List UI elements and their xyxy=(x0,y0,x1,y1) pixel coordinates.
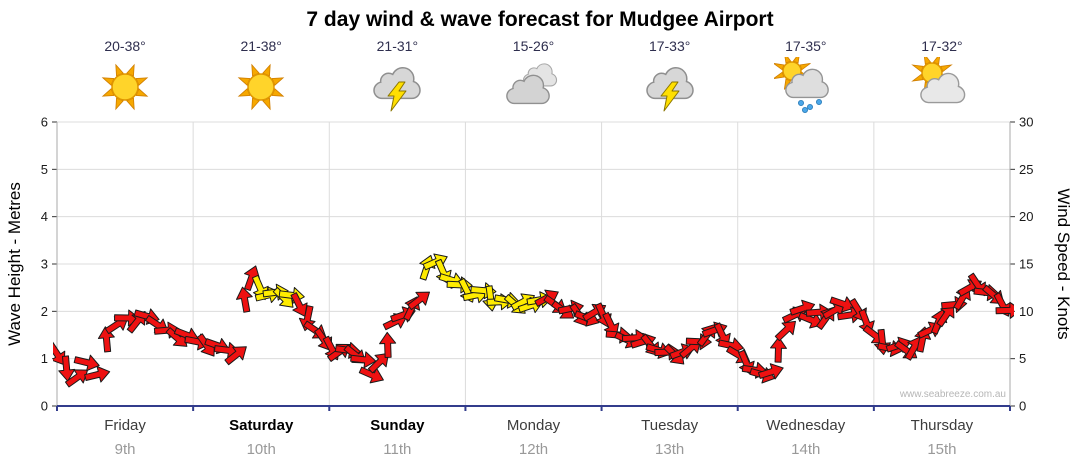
day-name: Thursday xyxy=(910,417,974,434)
wind-arrow xyxy=(379,331,397,359)
temperature-range: 17-33° xyxy=(648,38,691,54)
forecast-day-wednesday: 17-35° xyxy=(738,38,874,115)
weather-icon-sunny xyxy=(237,63,285,111)
day-label-monday: Monday 12th xyxy=(466,417,602,458)
right-axis-tick-label: 10 xyxy=(1019,304,1033,319)
day-name: Saturday xyxy=(229,417,294,434)
weather-icon-storm xyxy=(373,67,422,112)
right-axis-tick-label: 15 xyxy=(1019,257,1033,272)
left-axis-tick-label: 0 xyxy=(41,399,48,414)
left-axis-tick-label: 5 xyxy=(41,162,48,177)
weather-icon-sun-showers xyxy=(773,57,829,114)
left-axis-tick-label: 6 xyxy=(41,115,48,130)
forecast-day-saturday: 21-38° xyxy=(193,38,329,115)
wind-arrow xyxy=(58,355,76,382)
weather-icon-wrap xyxy=(874,57,1010,115)
day-date: 13th xyxy=(655,441,685,458)
temperature-range: 15-26° xyxy=(512,38,555,54)
wind-arrow xyxy=(358,366,384,384)
forecast-day-tuesday: 17-33° xyxy=(602,38,738,115)
temperature-range: 20-38° xyxy=(104,38,146,54)
temperature-range: 21-31° xyxy=(376,38,419,54)
day-label-tuesday: Tuesday 13th xyxy=(602,417,738,458)
day-date: 11th xyxy=(383,441,412,458)
forecast-days-header: 20-38° 21-38° 21-31° 15-26° 17-33° 17-35° 17-3… xyxy=(0,38,1080,122)
day-name: Friday xyxy=(104,417,146,434)
day-date: 12th xyxy=(518,441,549,458)
wind-arrow xyxy=(774,320,796,342)
wind-arrow xyxy=(236,286,253,313)
wind-arrow xyxy=(84,366,111,383)
forecast-day-thursday: 17-32° xyxy=(874,38,1010,115)
day-label-saturday: Saturday 10th xyxy=(193,417,329,458)
watermark: www.seabreeze.com.au xyxy=(899,389,1006,400)
wind-arrow xyxy=(290,292,308,317)
wind-arrow xyxy=(798,311,824,329)
weather-icon-partly-cloudy xyxy=(911,57,966,104)
wind-arrow xyxy=(407,291,431,311)
wind-arrow xyxy=(995,301,1014,319)
day-date: 9th xyxy=(114,441,136,458)
wind-arrow xyxy=(224,346,247,366)
left-axis-title: Wave Height - Metres xyxy=(5,182,24,346)
wind-arrow xyxy=(769,336,787,363)
day-date: 10th xyxy=(246,441,276,458)
forecast-day-sunday: 21-31° xyxy=(329,38,465,115)
wind-arrow xyxy=(350,351,377,369)
day-name: Wednesday xyxy=(766,417,846,434)
weather-icon-wrap xyxy=(466,57,602,115)
left-axis-tick-label: 1 xyxy=(41,351,48,366)
weather-icon-wrap xyxy=(738,57,874,115)
weather-icon-wrap xyxy=(57,57,193,115)
temperature-range: 17-35° xyxy=(785,38,827,54)
right-axis-tick-label: 20 xyxy=(1019,209,1033,224)
wind-arrow xyxy=(757,363,784,380)
wind-arrow xyxy=(73,354,100,372)
day-name: Sunday xyxy=(370,417,425,434)
temperature-range: 21-38° xyxy=(240,38,282,54)
right-axis-tick-label: 25 xyxy=(1019,162,1033,177)
wind-arrow xyxy=(936,303,955,328)
left-axis-tick-label: 4 xyxy=(41,209,48,224)
weather-icon-cloudy xyxy=(505,63,557,105)
weather-icon-sunny xyxy=(101,63,149,111)
left-axis-tick-label: 2 xyxy=(41,304,48,319)
right-axis-tick-label: 30 xyxy=(1019,115,1033,130)
day-date: 15th xyxy=(927,441,957,458)
day-label-friday: Friday 9th xyxy=(57,417,193,458)
forecast-day-friday: 20-38° xyxy=(57,38,193,115)
weather-icon-wrap xyxy=(193,57,329,115)
wind-arrow xyxy=(367,352,389,374)
forecast-day-monday: 15-26° xyxy=(466,38,602,115)
temperature-range: 17-32° xyxy=(921,38,963,54)
day-name: Tuesday xyxy=(641,417,699,434)
left-axis-tick-label: 3 xyxy=(41,257,48,272)
right-axis-tick-label: 0 xyxy=(1019,399,1026,414)
page-title: 7 day wind & wave forecast for Mudgee Ai… xyxy=(306,8,774,31)
wind-arrow xyxy=(244,265,261,292)
wind-arrow xyxy=(53,341,66,366)
day-date: 14th xyxy=(791,441,821,458)
wind-arrow-series xyxy=(53,253,1014,388)
right-axis-title: Wind Speed - Knots xyxy=(1054,188,1073,340)
right-axis-tick-label: 5 xyxy=(1019,351,1026,366)
weather-icon-wrap xyxy=(602,57,738,115)
weather-icon-wrap xyxy=(329,57,465,115)
x-axis-day-labels: Friday 9th Saturday 10th Sunday 11th Monday 12t… xyxy=(0,417,1080,475)
day-label-sunday: Sunday 11th xyxy=(329,417,465,458)
day-label-wednesday: Wednesday 14th xyxy=(738,417,874,458)
wind-arrow xyxy=(829,296,856,313)
weather-icon-storm xyxy=(645,67,694,112)
day-label-thursday: Thursday 15th xyxy=(874,417,1010,458)
day-name: Monday xyxy=(506,417,561,434)
